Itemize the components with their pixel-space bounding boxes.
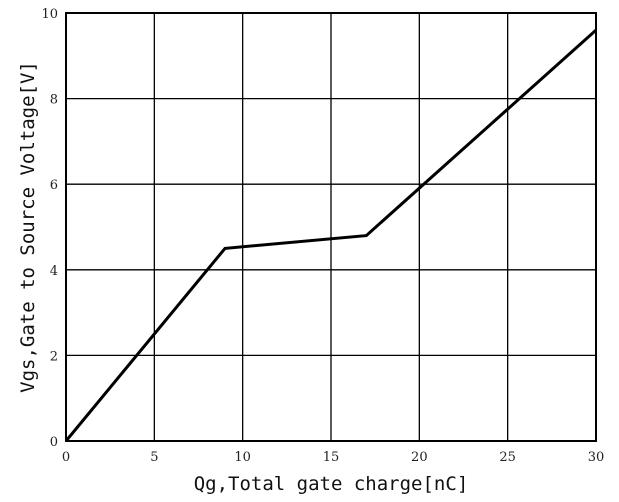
- x-tick-label: 30: [588, 450, 605, 465]
- x-tick-label: 15: [323, 450, 340, 465]
- y-tick-label: 4: [50, 264, 58, 279]
- x-axis-label: Qg,Total gate charge[nC]: [194, 473, 469, 495]
- y-tick-label: 0: [50, 435, 58, 450]
- x-tick-label: 0: [62, 450, 70, 465]
- y-tick-label: 8: [50, 93, 58, 108]
- plot-frame: [65, 12, 597, 442]
- y-tick-label: 6: [50, 178, 58, 193]
- x-tick-label: 25: [499, 450, 516, 465]
- y-tick-labels: 0 2 4 6 8 10: [41, 7, 58, 450]
- x-tick-label: 5: [150, 450, 158, 465]
- y-tick-label: 2: [50, 349, 58, 364]
- y-tick-label: 10: [41, 7, 58, 22]
- x-tick-label: 20: [411, 450, 428, 465]
- x-tick-label: 10: [234, 450, 251, 465]
- series-line-vgs: [64, 29, 598, 442]
- x-tick-labels: 0 5 10 15 20 25 30: [62, 450, 604, 465]
- y-axis-label: Vgs,Gate to Source Voltage[V]: [17, 61, 39, 393]
